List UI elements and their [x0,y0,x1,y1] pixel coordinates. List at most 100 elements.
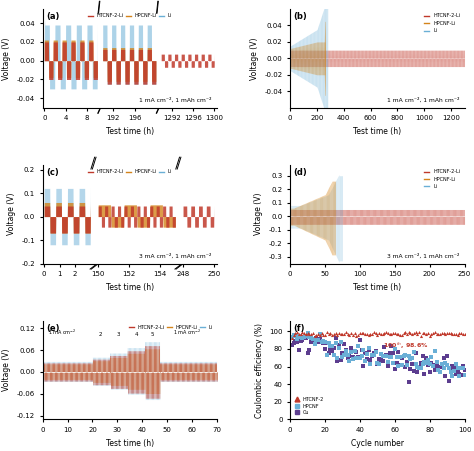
Point [353,349,360,356]
Point [347,329,355,336]
Point [389,349,397,356]
Text: (b): (b) [294,12,308,21]
Point [344,351,352,359]
Point [459,330,466,337]
Point [377,356,384,364]
Point [433,363,440,370]
Point [400,353,407,360]
Text: 4: 4 [134,332,138,337]
Point [342,347,350,354]
Point [323,339,330,346]
Point [419,360,427,368]
Point [435,331,442,338]
Point [456,372,463,379]
Point [438,360,446,367]
Point [450,364,458,372]
Point [400,329,407,336]
Point [442,373,449,380]
Point [311,339,319,346]
Point [412,328,419,336]
Point [424,330,432,337]
Point [311,332,319,339]
Point [452,360,460,368]
Text: 1 mA cm⁻², 1 mAh cm⁻²: 1 mA cm⁻², 1 mAh cm⁻² [387,97,459,103]
Point [398,331,406,338]
Point [304,329,311,336]
Point [323,328,330,336]
Point [366,356,374,364]
Point [304,349,311,356]
Text: 1 mA cm$^{-2}$: 1 mA cm$^{-2}$ [48,328,77,337]
Point [358,329,365,336]
Point [312,335,320,342]
Point [450,367,458,374]
Point [337,331,345,338]
Point [370,349,378,356]
Point [302,335,310,342]
X-axis label: Test time (h): Test time (h) [106,127,154,136]
Point [355,342,362,349]
Point [297,330,304,337]
Point [346,331,353,338]
Point [447,329,455,336]
Point [325,349,332,356]
Point [311,341,319,348]
Point [419,352,427,359]
X-axis label: Cycle number: Cycle number [351,439,404,448]
Point [299,328,306,336]
Point [327,330,334,337]
Point [301,329,308,336]
Point [445,377,453,385]
Point [351,347,358,354]
Point [393,354,401,361]
Point [358,352,365,359]
X-axis label: Test time (h): Test time (h) [353,127,401,136]
Point [306,346,313,354]
Point [377,351,384,358]
Point [337,356,345,364]
Point [365,345,373,352]
Point [409,331,416,338]
Point [386,349,393,356]
Point [419,329,427,336]
Point [415,363,423,370]
Point [407,356,414,363]
Point [403,362,411,369]
Point [351,330,358,337]
Point [301,333,308,341]
Point [314,336,322,344]
Point [410,330,418,337]
Point [426,361,433,368]
Point [414,363,421,370]
Point [360,363,367,370]
Point [375,360,383,368]
Point [309,336,317,343]
Point [297,333,304,340]
Point [297,337,304,344]
Legend: HTCNF-2, HPCNF, Cu: HTCNF-2, HPCNF, Cu [292,395,326,417]
Point [288,341,296,348]
Point [293,335,301,342]
Point [433,359,440,366]
Point [321,345,329,353]
Point [374,332,381,339]
Point [335,330,343,337]
Point [288,333,296,340]
Point [448,363,456,370]
Point [461,371,468,378]
Point [295,346,303,353]
Point [372,330,379,337]
Point [349,331,357,338]
Point [417,333,425,340]
Text: 5: 5 [150,332,154,337]
Point [457,365,465,372]
Point [448,331,456,338]
Point [456,370,463,377]
Point [437,331,444,338]
Point [339,350,346,357]
Point [374,359,381,367]
Point [388,342,395,350]
Point [292,332,299,339]
Point [361,358,369,365]
Point [452,371,460,378]
